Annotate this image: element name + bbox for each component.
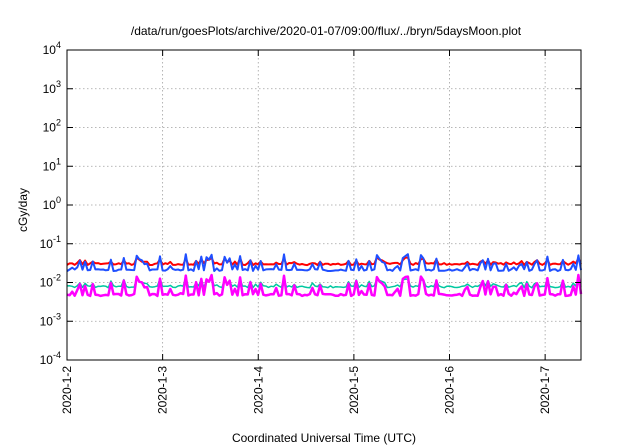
y-tick-label: 10-2 [40,273,61,290]
y-tick-exponent: 2 [56,118,61,128]
y-tick-base: 10 [40,276,54,290]
y-tick-exponent: 4 [56,40,61,50]
x-tick-label: 2020-1-7 [538,366,552,414]
y-tick-exponent: 0 [56,195,61,205]
series-line-2 [66,253,582,272]
y-tick-exponent: -2 [53,273,61,283]
grid-layer [66,49,581,361]
x-tick-label: 2020-1-2 [60,366,74,414]
x-tick-label: 2020-1-4 [251,366,265,414]
y-tick-label: 103 [43,79,61,96]
series-line-4 [66,273,583,298]
series-line-3 [66,276,582,289]
y-tick-label: 101 [43,156,61,173]
y-tick-base: 10 [40,353,54,367]
y-tick-exponent: 1 [56,156,61,166]
y-tick-exponent: -3 [53,311,61,321]
y-tick-base: 10 [43,43,57,57]
y-tick-label: 10-4 [40,350,61,367]
y-tick-exponent: -1 [53,234,61,244]
y-tick-base: 10 [40,237,54,251]
series-line-1 [66,256,582,267]
x-tick-label: 2020-1-6 [443,366,457,414]
x-tick-label: 2020-1-5 [347,366,361,414]
y-tick-base: 10 [43,82,57,96]
y-tick-base: 10 [43,198,57,212]
y-tick-label: 100 [43,195,61,212]
chart-title: /data/run/goesPlots/archive/2020-01-07/0… [131,24,522,38]
series-layer [66,253,583,298]
y-tick-label: 102 [43,118,61,135]
y-tick-label: 104 [43,40,61,57]
x-axis-label: Coordinated Universal Time (UTC) [232,431,416,445]
y-tick-label: 10-3 [40,311,61,328]
x-tick-label: 2020-1-3 [156,366,170,414]
y-axis-label: cGy/day [16,188,30,232]
y-tick-exponent: -4 [53,350,61,360]
y-tick-label: 10-1 [40,234,61,251]
y-tick-base: 10 [43,121,57,135]
y-tick-base: 10 [40,314,54,328]
y-tick-base: 10 [43,159,57,173]
y-tick-exponent: 3 [56,79,61,89]
